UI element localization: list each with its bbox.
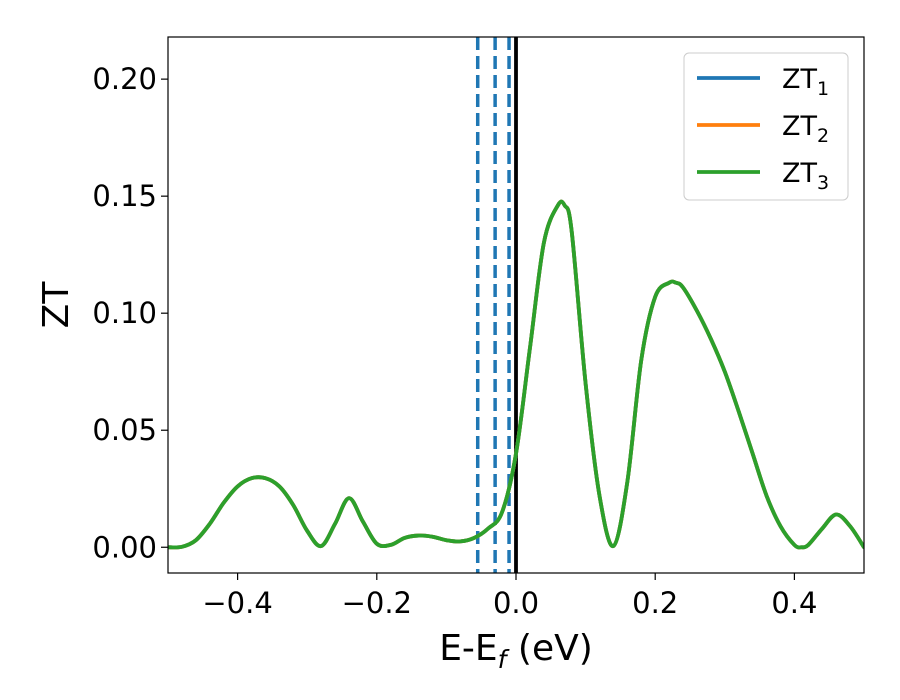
x-tick-label: −0.2 [342, 586, 412, 620]
y-axis-label: ZT [36, 281, 77, 329]
legend-frame [683, 52, 849, 201]
x-tick-label: −0.4 [202, 586, 272, 620]
y-tick-label: 0.05 [92, 413, 157, 447]
x-tick-label: 0.4 [771, 586, 817, 620]
y-tick-label: 0.15 [92, 179, 157, 213]
legend-label-zt1: ZT1 [782, 64, 829, 100]
legend-label-zt2: ZT2 [782, 111, 829, 147]
y-tick-label: 0.20 [92, 62, 157, 96]
plot-frame [167, 36, 865, 574]
y-ticks: 0.00 0.05 0.10 0.15 0.20 [92, 62, 168, 564]
x-ticks: −0.4 −0.2 0.0 0.2 0.4 [202, 573, 817, 620]
series-line-zt3 [168, 199, 864, 550]
y-tick-label: 0.10 [92, 296, 157, 330]
series-lines [168, 199, 864, 550]
x-axis-label: E-Ef (eV) [439, 628, 593, 674]
y-tick-label: 0.00 [92, 530, 157, 564]
legend-label-zt3: ZT3 [782, 158, 829, 194]
x-tick-label: 0.0 [493, 586, 539, 620]
x-tick-label: 0.2 [632, 586, 678, 620]
legend: ZT1 ZT2 ZT3 [683, 52, 849, 201]
